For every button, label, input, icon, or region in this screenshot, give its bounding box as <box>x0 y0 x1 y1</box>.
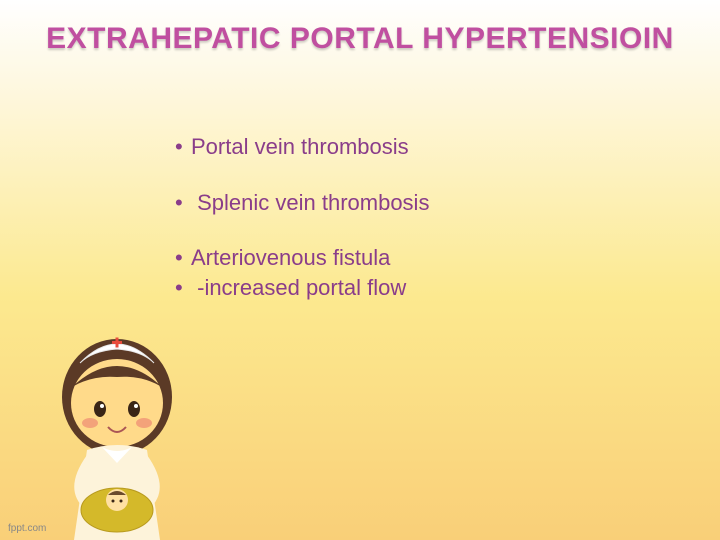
bullet-list: •Portal vein thrombosis • Splenic vein t… <box>175 132 655 303</box>
bullet-text: Portal vein thrombosis <box>191 134 409 159</box>
bullet-text: -increased portal flow <box>191 275 406 300</box>
list-item: •Arteriovenous fistula <box>175 243 655 273</box>
list-item: • -increased portal flow <box>175 273 655 303</box>
bullet-mark: • <box>175 243 191 273</box>
page-title: EXTRAHEPATIC PORTAL HYPERTENSIOIN <box>0 22 720 56</box>
list-item: •Portal vein thrombosis <box>175 132 655 162</box>
list-item: • Splenic vein thrombosis <box>175 188 655 218</box>
bullet-mark: • <box>175 188 191 218</box>
bullet-text: Splenic vein thrombosis <box>191 190 429 215</box>
nurse-illustration <box>42 305 192 540</box>
slide: EXTRAHEPATIC PORTAL HYPERTENSIOIN •Porta… <box>0 0 720 540</box>
bullet-text: Arteriovenous fistula <box>191 245 390 270</box>
footer-credit: fppt.com <box>8 523 46 534</box>
bullet-mark: • <box>175 132 191 162</box>
bullet-mark: • <box>175 273 191 303</box>
